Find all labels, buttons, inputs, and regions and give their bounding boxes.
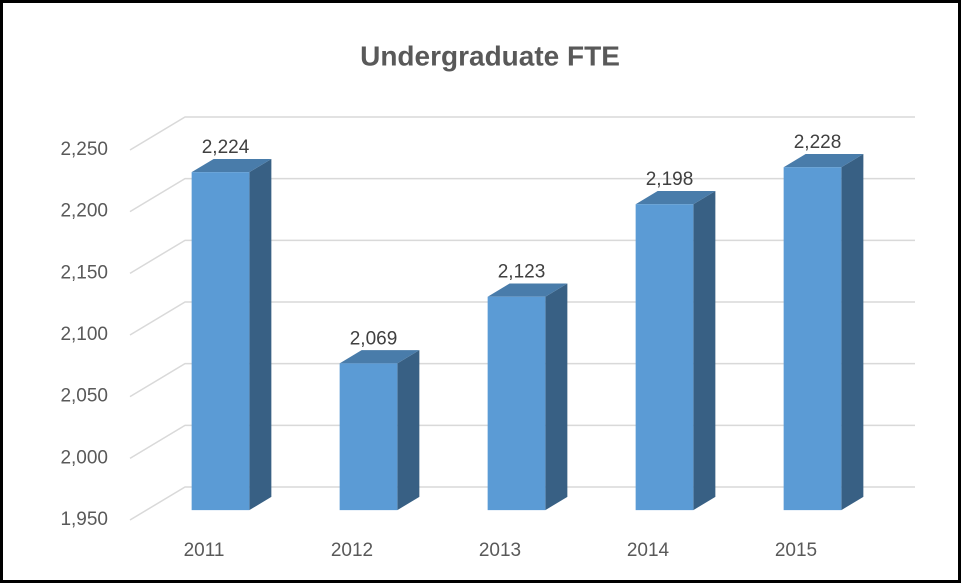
bar-top: [783, 154, 864, 168]
bar-side: [397, 350, 420, 511]
bar-front: [635, 204, 694, 511]
y-tick-label: 2,200: [60, 201, 108, 222]
data-label: 2,069: [350, 328, 398, 349]
bar-front: [487, 296, 546, 511]
bar-side: [841, 154, 864, 511]
bar-front: [339, 363, 398, 511]
grid-line: [129, 177, 915, 213]
bar: [783, 154, 864, 511]
bar-top: [339, 350, 420, 364]
bar-top: [487, 283, 568, 297]
bar-side: [693, 191, 716, 511]
bar-side: [249, 158, 272, 511]
data-label: 2,224: [202, 137, 250, 158]
x-tick-label: 2013: [479, 540, 521, 561]
x-tick-label: 2014: [627, 540, 670, 561]
y-tick-label: 2,150: [60, 262, 108, 283]
bar: [635, 191, 716, 511]
y-tick-label: 1,950: [60, 509, 108, 530]
bar-front: [191, 172, 250, 511]
y-tick-label: 2,250: [60, 139, 108, 160]
data-label: 2,228: [794, 132, 842, 153]
bar: [339, 350, 420, 511]
bar: [191, 158, 272, 511]
data-label: 2,198: [646, 169, 694, 190]
bar-side: [545, 283, 568, 511]
y-tick-label: 2,050: [60, 386, 108, 407]
y-tick-label: 2,000: [60, 447, 108, 468]
grid-line: [129, 116, 915, 151]
bar-top: [191, 158, 272, 173]
bar: [487, 283, 568, 511]
x-tick-label: 2012: [331, 540, 373, 561]
x-tick-label: 2011: [184, 540, 225, 561]
bar-front: [783, 167, 842, 511]
x-tick-label: 2015: [775, 540, 817, 561]
chart-title: Undergraduate FTE: [360, 40, 620, 71]
bar-top: [635, 191, 716, 205]
y-tick-label: 2,100: [60, 324, 108, 345]
data-label: 2,123: [498, 262, 546, 283]
